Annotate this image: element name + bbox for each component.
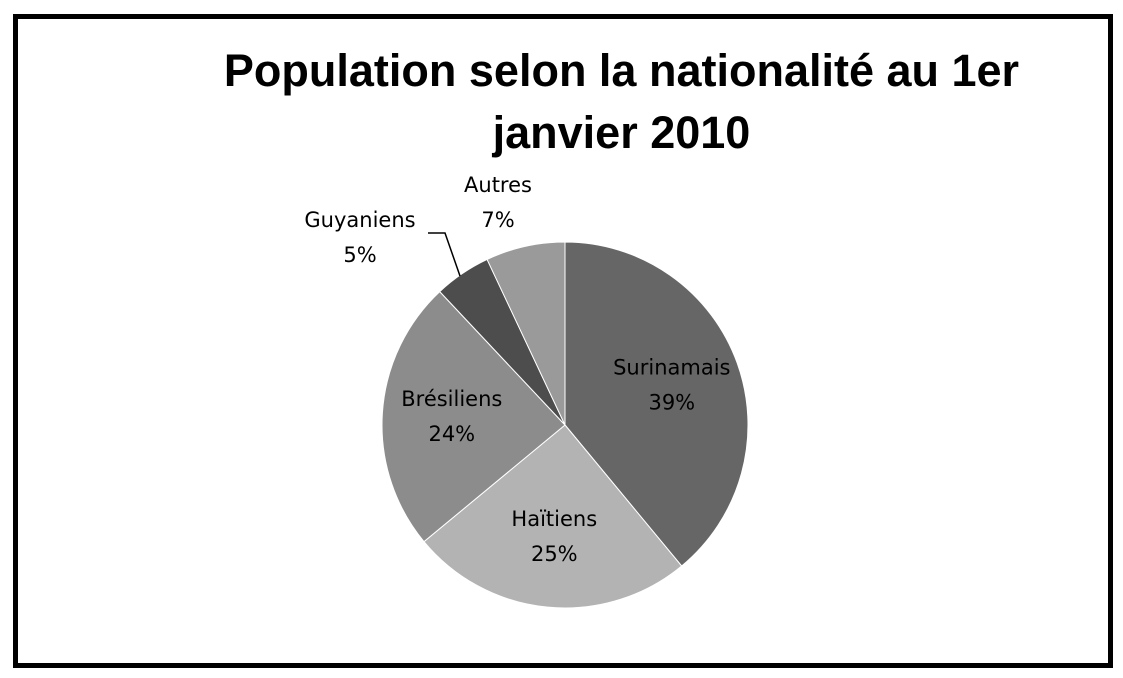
slice-label-name: Autres xyxy=(464,173,532,197)
chart-title: Population selon la nationalité au 1er j… xyxy=(0,40,1123,164)
data-labels: Surinamais 39% Haïtiens 25% Brésiliens 24% Guy… xyxy=(304,173,730,566)
leader-line xyxy=(428,232,461,277)
leader-lines xyxy=(428,232,461,277)
pie-slice-surinamais xyxy=(564,241,749,567)
slice-label-percent: 5% xyxy=(343,243,376,267)
slice-label-name: Brésiliens xyxy=(401,387,502,411)
slice-label-name: Guyaniens xyxy=(304,208,415,232)
pie-slice-bresiliens xyxy=(381,290,566,543)
slice-label-name: Surinamais xyxy=(613,356,730,380)
chart-title-line-2: janvier 2010 xyxy=(492,107,751,158)
slice-label-percent: 25% xyxy=(531,542,578,566)
slice-label-name: Haïtiens xyxy=(511,507,597,531)
chart-title-line-1: Population selon la nationalité au 1er xyxy=(223,45,1020,96)
slice-label-percent: 39% xyxy=(648,391,695,415)
pie-slice-autres xyxy=(486,241,566,426)
slice-label-percent: 7% xyxy=(481,208,514,232)
pie-slice-haitiens xyxy=(423,424,683,609)
pie-slices xyxy=(381,241,749,609)
slice-label-percent: 24% xyxy=(428,422,475,446)
